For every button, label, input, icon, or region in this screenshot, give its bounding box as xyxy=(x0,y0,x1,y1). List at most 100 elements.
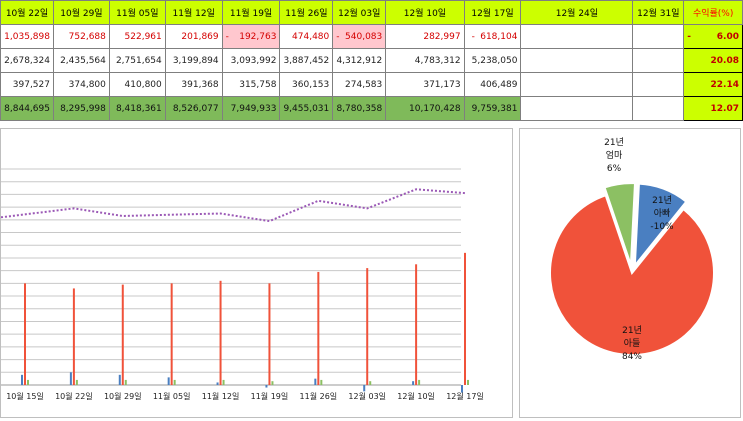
table-cell[interactable]: 8,780,358 xyxy=(332,96,387,121)
bar xyxy=(314,378,317,385)
table-cell[interactable]: 9,759,381 xyxy=(463,96,522,121)
table-cell[interactable]: -540,083 xyxy=(332,24,387,49)
column-header: 11월 12일 xyxy=(164,0,223,25)
table-cell[interactable] xyxy=(632,24,685,49)
cell-value: 410,800 xyxy=(124,79,162,90)
table-cell[interactable] xyxy=(520,72,634,97)
cell-value: 3,887,452 xyxy=(283,55,330,66)
bar xyxy=(75,379,78,385)
column-header: 11월 19일 xyxy=(221,0,281,25)
x-tick-label: 10월 22일 xyxy=(55,391,93,401)
cell-value: 752,688 xyxy=(68,31,106,42)
bar xyxy=(21,374,23,385)
column-header: 12월 17일 xyxy=(463,0,522,25)
table-cell[interactable]: 8,526,077 xyxy=(164,96,223,121)
table-cell[interactable]: 397,527 xyxy=(0,72,54,97)
table-cell[interactable] xyxy=(632,96,685,121)
slice-name: 21년 xyxy=(652,195,672,206)
table-cell[interactable]: 9,455,031 xyxy=(279,96,334,121)
rate-cell[interactable]: 22.14 xyxy=(683,72,743,97)
bar xyxy=(219,280,222,385)
table-cell[interactable]: 8,295,998 xyxy=(52,96,110,121)
table-cell[interactable]: 371,173 xyxy=(385,72,465,97)
table-cell[interactable]: 410,800 xyxy=(108,72,166,97)
table-cell[interactable]: -192,763 xyxy=(221,24,281,49)
cell-value: 274,583 xyxy=(345,79,383,90)
cell-value: 282,997 xyxy=(423,31,461,42)
table-cell[interactable]: 4,312,912 xyxy=(332,48,387,73)
table-cell[interactable]: 315,758 xyxy=(221,72,281,97)
table-cell[interactable] xyxy=(632,48,685,73)
table-cell[interactable] xyxy=(632,72,685,97)
cell-value: 8,844,695 xyxy=(4,103,50,114)
table-cell[interactable]: 5,238,050 xyxy=(463,48,522,73)
table-cell[interactable] xyxy=(520,48,634,73)
table-cell[interactable] xyxy=(520,96,634,121)
cell-value: 201,869 xyxy=(181,31,219,42)
rate-cell[interactable]: 20.08 xyxy=(683,48,743,73)
cell-value: 522,961 xyxy=(124,31,162,42)
table-cell[interactable]: 201,869 xyxy=(164,24,223,49)
table-cell[interactable]: 374,800 xyxy=(52,72,110,97)
cell-value: 391,368 xyxy=(181,79,219,90)
table-cell[interactable]: 274,583 xyxy=(332,72,387,97)
table-cell[interactable]: 2,435,564 xyxy=(52,48,110,73)
table-cell[interactable]: -618,104 xyxy=(463,24,522,49)
bar xyxy=(320,379,323,385)
table-header-row: 10월 22일 10월 29일 11월 05일 11월 12일 11월 19일 11월 2… xyxy=(0,0,743,25)
bar xyxy=(124,379,127,385)
rate-cell[interactable]: 12.07 xyxy=(683,96,743,121)
table-cell[interactable]: 752,688 xyxy=(52,24,110,49)
table-cell[interactable]: 3,887,452 xyxy=(279,48,334,73)
table-cell[interactable]: 7,949,933 xyxy=(221,96,281,121)
cell-value: 8,780,358 xyxy=(336,103,383,114)
bar xyxy=(366,268,369,385)
x-tick-label: 11월 26일 xyxy=(300,391,338,401)
table-cell[interactable]: 8,418,361 xyxy=(108,96,166,121)
column-header: 11월 05일 xyxy=(108,0,166,25)
table-cell[interactable]: 474,480 xyxy=(279,24,334,49)
slice-name: 아빠 xyxy=(654,208,671,219)
bar xyxy=(72,288,75,385)
bar xyxy=(467,379,469,385)
table-cell[interactable]: 8,844,695 xyxy=(0,96,54,121)
x-tick-label: 12월 03일 xyxy=(348,391,386,401)
table-cell[interactable]: 4,783,312 xyxy=(385,48,465,73)
bar xyxy=(121,284,124,385)
cell-value: 360,153 xyxy=(292,79,330,90)
table-cell[interactable]: 282,997 xyxy=(385,24,465,49)
bar xyxy=(222,379,225,385)
table-cell[interactable]: 2,751,654 xyxy=(108,48,166,73)
table-cell[interactable]: 391,368 xyxy=(164,72,223,97)
column-header: 12월 31일 xyxy=(632,0,685,25)
table-cell[interactable]: 3,093,992 xyxy=(221,48,281,73)
column-header: 12월 10일 xyxy=(385,0,465,25)
table-cell[interactable]: 3,199,894 xyxy=(164,48,223,73)
x-tick-label: 10월 15일 xyxy=(6,391,44,401)
x-tick-label: 11월 05일 xyxy=(153,391,191,401)
slice-name: 엄마 xyxy=(606,149,623,161)
rate-value: 12.07 xyxy=(710,103,739,114)
table-cell[interactable]: 406,489 xyxy=(463,72,522,97)
table-row: 2,678,324 2,435,564 2,751,654 3,199,894 3,09… xyxy=(0,48,743,73)
cell-value: 2,678,324 xyxy=(4,55,50,66)
table-cell[interactable]: 522,961 xyxy=(108,24,166,49)
cell-value: 8,526,077 xyxy=(172,103,219,114)
rate-value: 20.08 xyxy=(710,55,739,66)
pie-slice xyxy=(549,194,715,356)
slice-percent: -10% xyxy=(650,222,674,232)
bar xyxy=(369,381,372,385)
table-cell[interactable]: 2,678,324 xyxy=(0,48,54,73)
table-cell[interactable]: 1,035,898 xyxy=(0,24,54,49)
bar xyxy=(27,379,29,385)
rate-cell[interactable]: - 6.00 xyxy=(683,24,743,49)
bar xyxy=(170,283,173,385)
cell-value: 2,751,654 xyxy=(115,55,162,66)
bar xyxy=(317,271,320,385)
cell-value: 10,170,428 xyxy=(409,103,461,114)
table-cell[interactable]: 360,153 xyxy=(279,72,334,97)
table-cell[interactable]: 10,170,428 xyxy=(385,96,465,121)
table-cell[interactable] xyxy=(520,24,634,49)
bar xyxy=(412,381,415,385)
bar xyxy=(461,385,463,393)
